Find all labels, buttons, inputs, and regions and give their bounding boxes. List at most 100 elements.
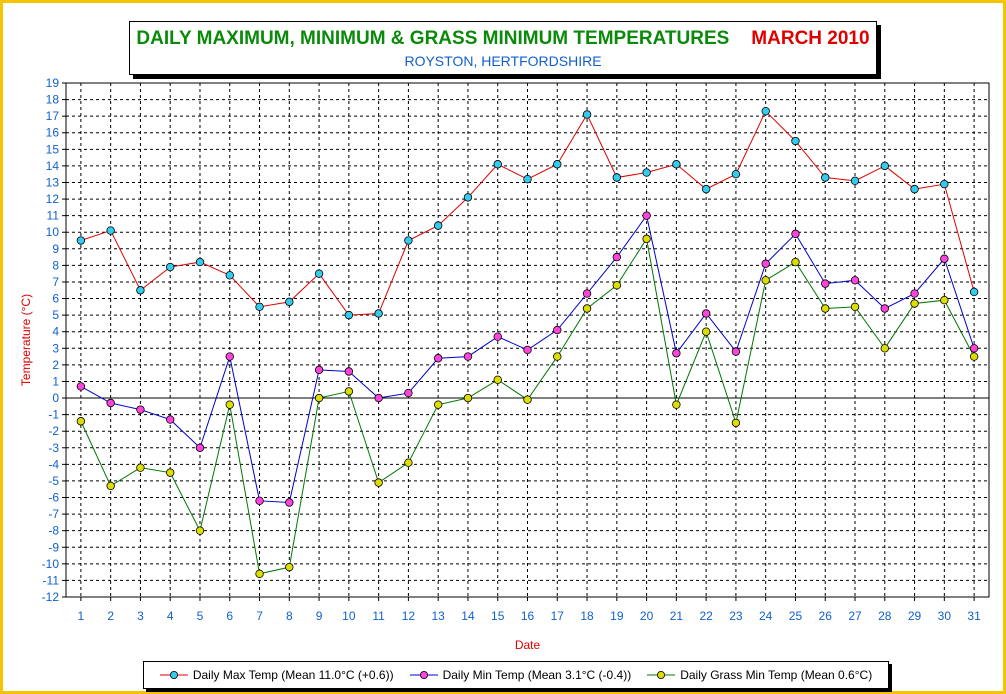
grass-min-temp-point <box>344 387 354 396</box>
x-tick-label: 16 <box>521 609 535 623</box>
min-temp-point <box>433 354 443 363</box>
x-tick-label: 3 <box>137 609 144 623</box>
max-temp-point <box>940 179 949 189</box>
grass-min-temp-point <box>940 296 949 305</box>
legend-item-min: Daily Min Temp (Mean 3.1°C (-0.4)) <box>409 668 632 682</box>
y-tick-label: 15 <box>46 142 60 156</box>
max-temp-point <box>642 168 651 177</box>
x-tick-label: 10 <box>342 609 356 623</box>
max-temp-point <box>701 184 711 194</box>
max-temp-point <box>553 160 562 169</box>
grass-min-temp-point <box>731 418 741 428</box>
x-tick-label: 8 <box>286 609 293 623</box>
min-temp-point <box>672 349 681 358</box>
max-temp-line <box>80 110 975 316</box>
max-temp-point <box>463 193 473 202</box>
y-tick-label: -6 <box>48 491 59 505</box>
labels: 191817161514131211109876543210-1-2-3-4-5… <box>19 76 981 652</box>
grass-min-temp-point <box>314 393 324 403</box>
grass-min-temp-point <box>553 352 562 361</box>
x-tick-label: 19 <box>610 609 624 623</box>
max-temp-point <box>433 221 443 230</box>
legend-label-min: Daily Min Temp (Mean 3.1°C (-0.4)) <box>442 668 632 682</box>
y-tick-label: 2 <box>52 358 59 372</box>
grass-min-temp-point <box>374 478 383 487</box>
legend-item-max: Daily Max Temp (Mean 11.0°C (+0.6)) <box>159 668 394 682</box>
legend-label-grass: Daily Grass Min Temp (Mean 0.6°C) <box>680 668 873 682</box>
y-tick-label: 12 <box>46 192 60 206</box>
y-tick-label: -1 <box>48 408 59 422</box>
grass-min-temp-point <box>642 234 651 244</box>
grass-min-temp-point <box>582 304 592 313</box>
x-tick-label: 4 <box>167 609 174 623</box>
grass-min-temp-point <box>791 257 800 267</box>
min-temp-point <box>106 398 115 408</box>
max-temp-point <box>314 269 324 278</box>
min-temp-point <box>553 325 562 335</box>
x-tick-label: 12 <box>402 609 416 623</box>
y-tick-label: -2 <box>48 424 59 438</box>
x-tick-label: 14 <box>461 609 475 623</box>
max-temp-point <box>285 297 294 307</box>
y-tick-label: -4 <box>48 457 59 471</box>
grass-min-temp-point <box>821 304 830 313</box>
min-temp-point <box>701 309 711 318</box>
min-temp-point <box>880 304 889 313</box>
max-temp-point <box>791 136 800 146</box>
min-temp-point <box>612 252 622 262</box>
max-temp-point <box>404 236 413 245</box>
min-temp-point <box>166 415 175 424</box>
grass-min-temp-point <box>76 417 86 426</box>
max-temp-point <box>106 226 115 235</box>
y-tick-label: -5 <box>48 474 59 488</box>
x-tick-label: 18 <box>580 609 594 623</box>
x-tick-label: 1 <box>78 609 85 623</box>
chart-subtitle: ROYSTON, HERTFORDSHIRE <box>404 53 602 69</box>
grass-min-temp-point <box>404 458 413 467</box>
grass-min-temp-point <box>761 276 770 285</box>
chart-title: DAILY MAXIMUM, MINIMUM & GRASS MINIMUM T… <box>130 28 876 50</box>
min-temp-point <box>404 388 413 398</box>
x-tick-label: 25 <box>789 609 803 623</box>
chart-title-main: DAILY MAXIMUM, MINIMUM & GRASS MINIMUM T… <box>136 28 730 49</box>
y-tick-label: 17 <box>46 109 60 123</box>
max-temp-point <box>195 257 205 267</box>
legend-swatch-min <box>409 671 438 679</box>
line-chart: 191817161514131211109876543210-1-2-3-4-5… <box>19 76 990 652</box>
min-temp-point <box>76 382 86 391</box>
y-tick-label: 9 <box>52 242 59 256</box>
y-tick-label: 18 <box>46 93 60 107</box>
max-temp-point <box>76 236 86 245</box>
min-temp-point <box>850 276 860 285</box>
y-tick-label: 6 <box>52 292 59 306</box>
max-temp-point <box>166 262 175 272</box>
y-tick-label: 14 <box>46 159 60 173</box>
min-temp-point <box>523 345 532 355</box>
y-tick-label: -12 <box>42 590 60 604</box>
x-tick-label: 28 <box>878 609 892 623</box>
y-tick-label: -11 <box>43 573 60 587</box>
x-tick-label: 24 <box>759 609 773 623</box>
min-temp-point <box>791 229 800 239</box>
series <box>76 106 979 578</box>
y-tick-label: -9 <box>48 540 59 554</box>
grass-min-temp-point <box>910 299 919 308</box>
max-temp-point <box>136 286 145 295</box>
min-temp-point <box>463 352 473 361</box>
grass-min-temp-point <box>672 400 681 409</box>
max-temp-point <box>850 176 860 186</box>
min-temp-point <box>940 254 949 263</box>
y-axis-label: Temperature (°C) <box>19 294 33 386</box>
y-tick-label: 0 <box>52 391 59 405</box>
y-tick-label: 16 <box>46 126 60 140</box>
grass-min-temp-point <box>463 393 473 403</box>
grass-min-temp-point <box>880 344 889 353</box>
legend: Daily Max Temp (Mean 11.0°C (+0.6)) Dail… <box>143 661 889 689</box>
x-tick-label: 23 <box>729 609 743 623</box>
x-tick-label: 30 <box>938 609 952 623</box>
max-temp-point <box>761 106 770 116</box>
grass-min-temp-point <box>523 395 532 404</box>
y-tick-label: -8 <box>48 524 59 538</box>
y-tick-label: 5 <box>52 308 59 322</box>
min-temp-point <box>314 365 324 375</box>
